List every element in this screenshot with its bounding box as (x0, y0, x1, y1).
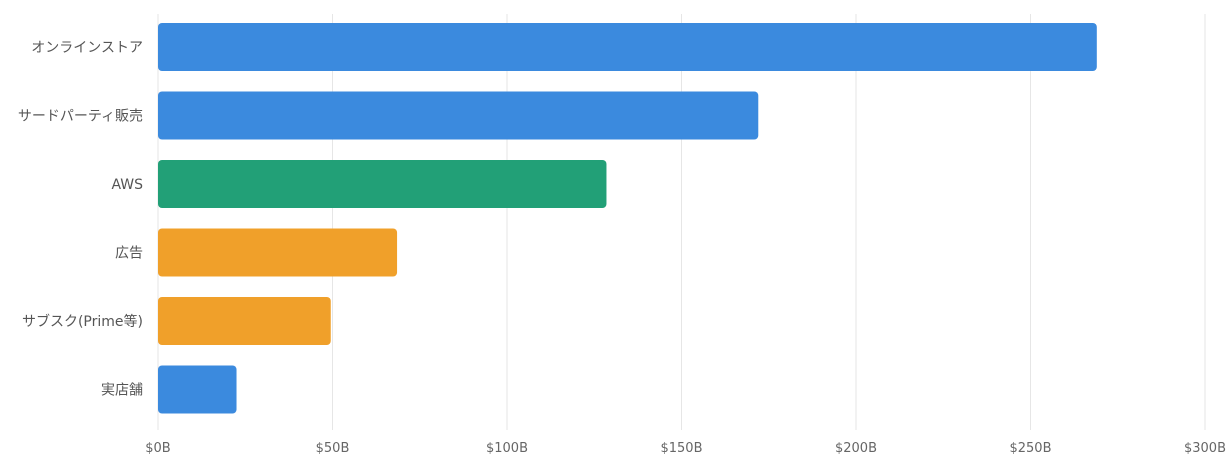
category-label: 実店舗 (101, 383, 143, 399)
bar (158, 228, 398, 277)
category-label: サードパーティ販売 (18, 109, 143, 125)
x-tick-label: $250B (1009, 441, 1051, 456)
x-tick-label: $100B (486, 441, 528, 456)
x-tick-layer: $0B $50B $100B $150B $200B $250B $300B (145, 441, 1226, 456)
bar (158, 91, 759, 140)
x-tick-label: $200B (835, 441, 877, 456)
x-tick-label: $300B (1184, 441, 1226, 456)
bar (158, 365, 237, 414)
bar (158, 160, 607, 208)
x-tick-label: $150B (660, 441, 702, 456)
bar (158, 297, 331, 345)
x-tick-label: $0B (145, 441, 170, 456)
bar-layer (158, 23, 1097, 414)
category-label: サブスク(Prime等) (22, 313, 143, 330)
bar (158, 23, 1097, 71)
grid-layer (157, 14, 1206, 430)
category-label: AWS (111, 177, 143, 193)
x-tick-label: $50B (316, 441, 350, 456)
category-label: オンラインストア (31, 40, 143, 56)
category-label: 広告 (115, 246, 143, 262)
